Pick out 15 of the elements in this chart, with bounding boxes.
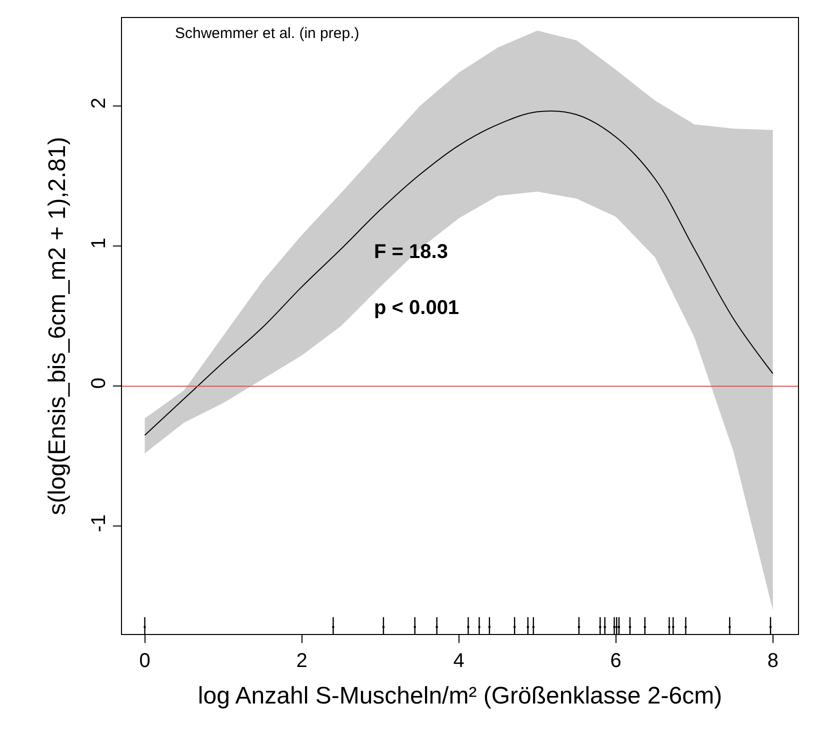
y-tick-label: 0 (88, 378, 110, 389)
x-tick-label: 2 (296, 650, 308, 672)
y-tick-label: 1 (88, 238, 110, 249)
x-tick-label: 0 (139, 650, 150, 672)
annotation: F = 18.3 (374, 241, 448, 263)
annotation: p < 0.001 (374, 297, 460, 319)
y-tick-label: 2 (88, 98, 110, 109)
y-tick-label: -1 (88, 514, 110, 532)
line-series (144, 110, 774, 436)
x-axis-title: log Anzahl S-Muscheln/m² (Größenklasse 2-6cm) (198, 682, 722, 710)
y-axis-title: s(log(Ensis_bis_6cm_m2 + 1),2.81) (44, 136, 72, 516)
annotation: Schwemmer et al. (in prep.) (175, 25, 360, 42)
x-tick-label: 8 (767, 650, 778, 672)
x-tick-label: 6 (610, 650, 622, 672)
x-tick-label: 4 (453, 650, 464, 672)
